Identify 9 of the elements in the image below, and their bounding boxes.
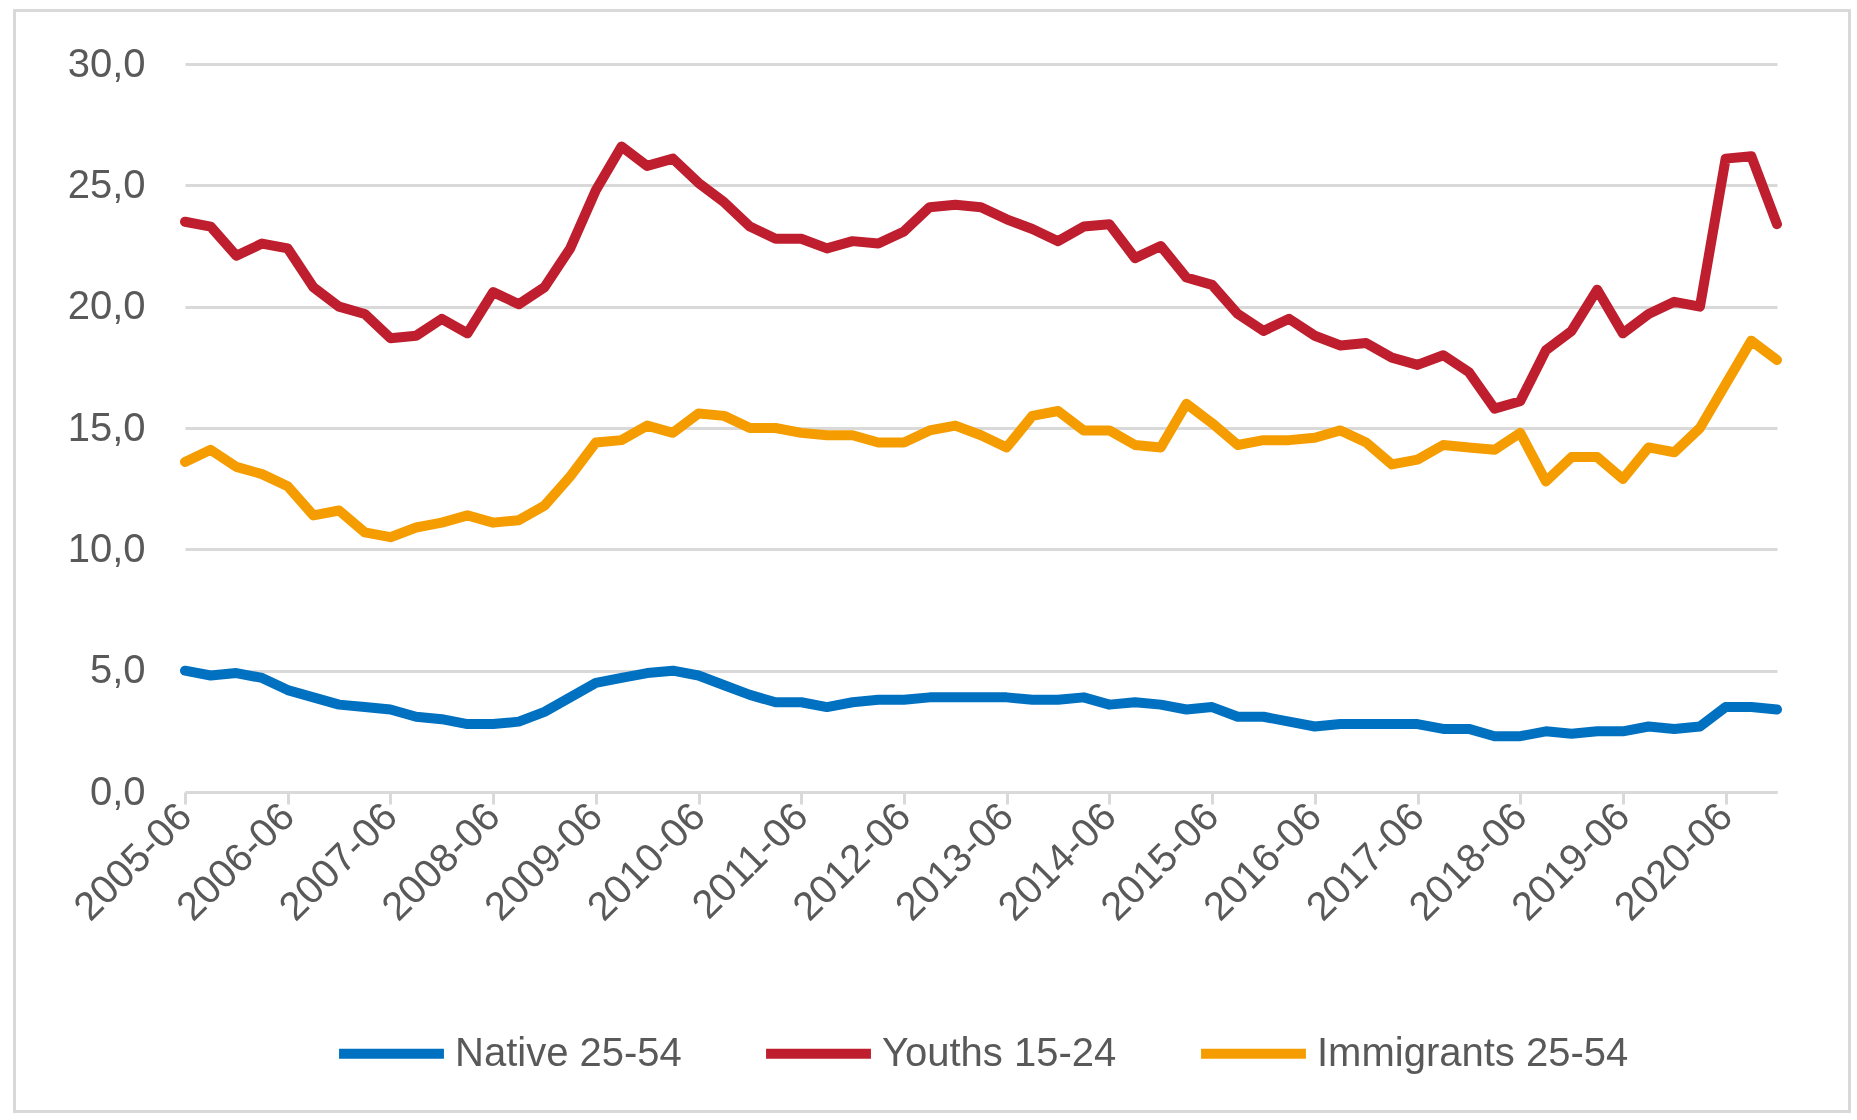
y-tick-label: 20,0 <box>67 283 146 328</box>
y-tick-label: 25,0 <box>67 161 146 206</box>
y-tick-label: 15,0 <box>67 404 146 449</box>
y-tick-label: 5,0 <box>89 647 146 692</box>
y-tick-label: 30,0 <box>67 40 146 85</box>
y-tick-label: 10,0 <box>67 525 146 570</box>
legend-label: Native 25-54 <box>455 1029 682 1074</box>
legend-label: Youths 15-24 <box>882 1029 1117 1074</box>
legend-label: Immigrants 25-54 <box>1317 1029 1629 1074</box>
